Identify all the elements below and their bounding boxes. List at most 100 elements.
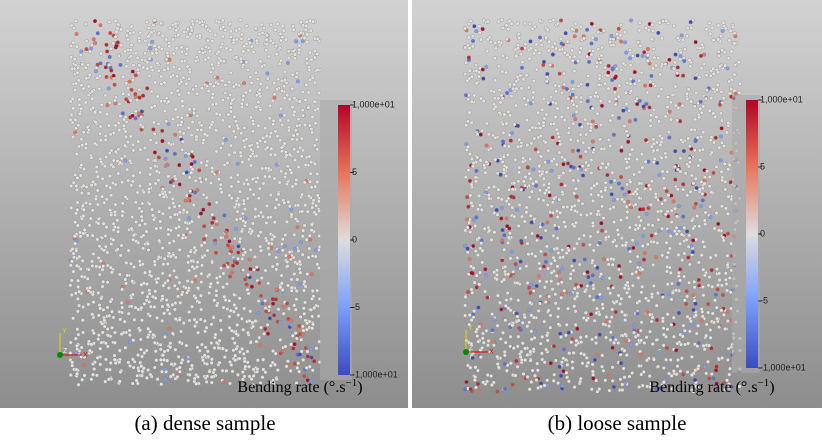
particle — [271, 99, 275, 103]
particle — [539, 342, 543, 346]
particle — [316, 180, 320, 184]
particle — [299, 315, 303, 319]
particle — [254, 27, 258, 31]
particle — [216, 82, 220, 86]
particle — [150, 31, 154, 35]
particle — [190, 162, 194, 166]
particle — [606, 258, 610, 262]
particle — [683, 329, 687, 333]
particle — [289, 343, 293, 347]
particle — [631, 148, 635, 152]
particle — [676, 36, 680, 40]
particle — [242, 219, 246, 223]
particle — [621, 383, 625, 387]
particle — [590, 158, 594, 162]
colorbar — [338, 105, 350, 375]
particle — [485, 144, 489, 148]
particle — [637, 276, 641, 280]
particle — [235, 218, 239, 222]
particle — [251, 130, 255, 134]
particle — [618, 302, 622, 306]
particle — [563, 83, 567, 87]
axis-label: Y — [468, 325, 473, 332]
particle — [611, 263, 615, 267]
particle — [257, 234, 261, 238]
particle — [543, 117, 547, 121]
particle — [503, 233, 507, 237]
particle — [694, 314, 698, 318]
particle — [575, 242, 579, 246]
particle — [582, 141, 586, 145]
particle — [74, 337, 78, 341]
particle — [255, 142, 259, 146]
particle — [187, 198, 191, 202]
particle — [672, 316, 676, 320]
particle — [292, 49, 296, 53]
particle — [475, 29, 479, 33]
particle — [498, 301, 502, 305]
particle — [656, 291, 660, 295]
particle — [738, 82, 742, 86]
particle — [599, 123, 603, 127]
particle — [200, 272, 204, 276]
particle — [180, 116, 184, 120]
particle — [246, 288, 250, 292]
particle — [673, 207, 677, 211]
particle — [146, 335, 150, 339]
particle — [655, 304, 659, 308]
particle — [613, 91, 617, 95]
particle — [157, 156, 161, 160]
particle — [636, 41, 640, 45]
particle — [624, 333, 628, 337]
particle — [726, 254, 730, 258]
particle — [176, 89, 180, 93]
particle — [172, 184, 176, 188]
particle — [651, 67, 655, 71]
particle — [577, 285, 581, 289]
particle — [157, 210, 161, 214]
particle — [541, 223, 545, 227]
particle — [317, 314, 321, 318]
particle — [200, 264, 204, 268]
particle — [143, 146, 147, 150]
particle — [716, 70, 720, 74]
particle — [703, 182, 707, 186]
particle — [278, 62, 282, 66]
particle — [194, 59, 198, 63]
particle — [627, 190, 631, 194]
particle — [189, 250, 193, 254]
particle — [599, 190, 603, 194]
particle — [715, 317, 719, 321]
particle — [544, 36, 548, 40]
particle — [601, 303, 605, 307]
particle — [708, 185, 712, 189]
particle — [473, 378, 477, 382]
particle — [293, 57, 297, 61]
particle — [141, 370, 145, 374]
particle — [573, 247, 577, 251]
particle — [688, 156, 692, 160]
particle — [229, 144, 233, 148]
particle — [233, 237, 237, 241]
particle — [159, 75, 163, 79]
particle — [83, 363, 87, 367]
particle — [721, 293, 725, 297]
particle — [714, 254, 718, 258]
particle — [612, 43, 616, 47]
particle — [305, 57, 309, 61]
particle — [276, 22, 280, 26]
particle — [96, 203, 100, 207]
particle — [517, 171, 521, 175]
particle — [252, 374, 256, 378]
particle — [679, 51, 683, 55]
particle — [696, 136, 700, 140]
particle — [76, 310, 80, 314]
particle — [238, 190, 242, 194]
particle — [713, 227, 717, 231]
particle — [121, 75, 125, 79]
particle — [677, 274, 681, 278]
particle — [108, 31, 112, 35]
particle — [559, 335, 563, 339]
particle — [141, 247, 145, 251]
particle — [657, 95, 661, 99]
